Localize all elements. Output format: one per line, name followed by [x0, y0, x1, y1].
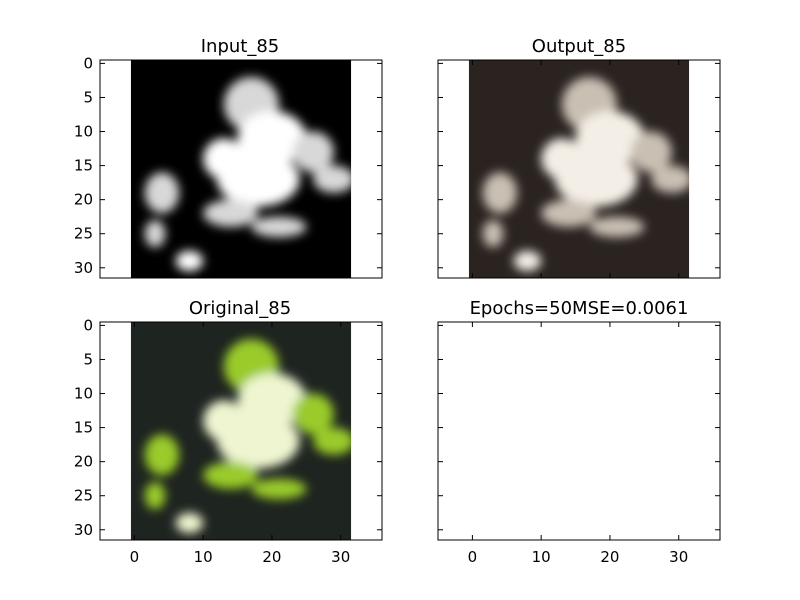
panel-original: Original_85 0 5 10 15 20 25 30 0 10 20 30	[74, 298, 383, 566]
image-blob	[482, 220, 504, 248]
image-blob	[144, 220, 166, 248]
image-blob	[651, 165, 690, 193]
image-blob	[203, 400, 245, 442]
ticks-metrics: 0 10 20 30	[438, 322, 720, 566]
y-tick-label: 10	[74, 123, 93, 141]
image-blob	[144, 172, 180, 214]
panel-title-output: Output_85	[532, 36, 626, 57]
panel-title-metrics: Epochs=50MSE=0.0061	[470, 298, 689, 319]
image-subject	[482, 77, 690, 272]
y-tick-label: 0	[83, 54, 93, 72]
image-blob	[203, 138, 245, 180]
image-blob	[203, 461, 259, 489]
image-blob	[237, 373, 307, 428]
y-tick-label: 5	[83, 350, 93, 368]
output-image	[468, 60, 690, 278]
ticks-input: 0 5 10 15 20 25 30	[74, 54, 382, 278]
y-tick-label: 30	[74, 259, 93, 277]
image-blob	[482, 172, 518, 214]
image-blob	[630, 131, 672, 173]
image-blob	[541, 138, 583, 180]
image-blob	[175, 250, 204, 272]
y-tick-label: 20	[74, 191, 93, 209]
axes-frame-original	[99, 321, 383, 541]
image-subject	[144, 77, 352, 272]
y-tick-label: 15	[74, 419, 93, 437]
image-subject	[144, 339, 352, 534]
x-tick-label: 0	[468, 548, 478, 566]
y-tick-label: 10	[74, 385, 93, 403]
y-tick-label: 30	[74, 521, 93, 539]
axes-frame-input	[99, 59, 383, 279]
panel-output: Output_85	[437, 36, 721, 279]
y-tick-label: 25	[74, 487, 93, 505]
image-blob	[237, 111, 307, 166]
x-tick-label: 30	[331, 548, 350, 566]
y-tick-label: 15	[74, 157, 93, 175]
axes-frame-metrics	[437, 321, 721, 541]
ticks-output	[438, 60, 720, 278]
image-blob	[251, 478, 307, 500]
y-tick-label: 25	[74, 225, 93, 243]
y-tick-label: 20	[74, 453, 93, 471]
axes-frame-output	[437, 59, 721, 279]
image-blob	[203, 199, 259, 227]
image-blob	[589, 216, 645, 238]
image-blob	[541, 199, 597, 227]
image-blob	[575, 111, 645, 166]
panel-input: Input_85 0 5 10 15 20 25 30	[74, 36, 383, 279]
image-blob	[313, 165, 352, 193]
image-blob	[292, 393, 334, 435]
image-blob	[144, 434, 180, 476]
x-tick-label: 10	[194, 548, 213, 566]
x-tick-label: 30	[669, 548, 688, 566]
input-image	[130, 60, 352, 278]
x-tick-label: 20	[262, 548, 281, 566]
x-tick-label: 10	[532, 548, 551, 566]
original-image	[130, 322, 352, 540]
image-blob	[175, 512, 204, 534]
image-blob	[251, 216, 307, 238]
panel-title-input: Input_85	[201, 36, 280, 57]
y-tick-label: 5	[83, 88, 93, 106]
image-blob	[313, 427, 352, 455]
image-blob	[144, 482, 166, 510]
x-tick-label: 20	[600, 548, 619, 566]
ticks-original: 0 5 10 15 20 25 30 0 10 20 30	[74, 316, 382, 566]
x-tick-label: 0	[130, 548, 140, 566]
panel-title-original: Original_85	[189, 298, 291, 319]
image-blob	[513, 250, 542, 272]
y-tick-label: 0	[83, 316, 93, 334]
image-blob	[292, 131, 334, 173]
panel-metrics: Epochs=50MSE=0.0061 0 10 20 30	[437, 298, 721, 566]
